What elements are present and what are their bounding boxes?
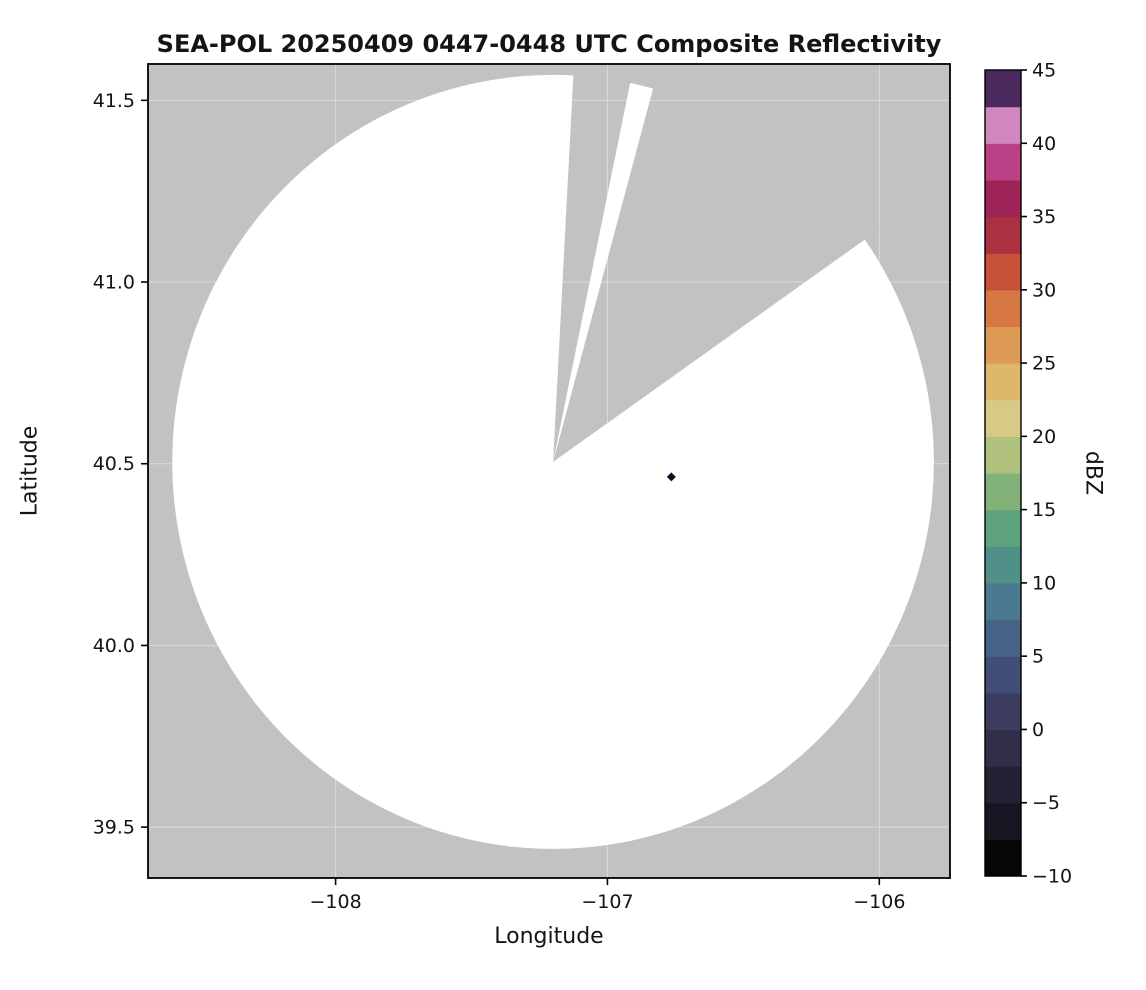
colorbar-tick-label: −5: [1032, 792, 1060, 814]
y-axis-tick-label: 41.5: [93, 90, 135, 112]
x-axis-tick-label: −106: [853, 891, 905, 913]
colorbar-bin: [985, 106, 1021, 144]
colorbar-tick-label: 35: [1032, 206, 1056, 228]
colorbar-tick-label: 10: [1032, 572, 1056, 594]
colorbar-bin: [985, 70, 1021, 108]
colorbar-bin: [985, 143, 1021, 181]
missing-data-sector: [553, 64, 635, 462]
colorbar-bin: [985, 363, 1021, 401]
colorbar-bin: [985, 619, 1021, 657]
colorbar-bin: [985, 582, 1021, 621]
colorbar-tick-label: 30: [1032, 279, 1056, 301]
colorbar-bin: [985, 729, 1021, 767]
colorbar-bin: [985, 473, 1021, 511]
colorbar-bin: [985, 436, 1021, 474]
y-axis-tick-label: 39.5: [93, 817, 135, 839]
x-axis-label: Longitude: [494, 924, 604, 949]
colorbar-tick-label: 45: [1032, 60, 1056, 82]
colorbar-tick-label: 20: [1032, 426, 1056, 448]
colorbar-bin: [985, 802, 1021, 840]
colorbar-bin: [985, 509, 1021, 547]
colorbar-frame: [984, 69, 1022, 877]
y-axis-tick-label: 40.5: [93, 453, 135, 475]
reflectivity-echo-marker: [666, 472, 676, 482]
colorbar-bin: [985, 656, 1021, 694]
colorbar-bin: [985, 326, 1021, 364]
colorbar-tick-label: 0: [1032, 719, 1044, 741]
x-axis-tick-label: −108: [309, 891, 361, 913]
colorbar-bin: [985, 766, 1021, 804]
colorbar-bin: [985, 289, 1021, 328]
y-axis-tick-label: 40.0: [93, 635, 135, 657]
colorbar-bin: [985, 253, 1021, 291]
colorbar-bin: [985, 692, 1021, 731]
colorbar-tick-label: 40: [1032, 133, 1056, 155]
x-axis-tick-label: −107: [581, 891, 633, 913]
colorbar-bin: [985, 216, 1021, 254]
colorbar-bin: [985, 839, 1021, 877]
y-axis-tick-label: 41.0: [93, 272, 135, 294]
colorbar-tick-label: 15: [1032, 499, 1056, 521]
colorbar-tick-label: −10: [1032, 866, 1072, 888]
colorbar-bin: [985, 179, 1021, 218]
colorbar-tick-label: 25: [1032, 353, 1056, 375]
chart-title: SEA-POL 20250409 0447-0448 UTC Composite…: [156, 30, 942, 58]
colorbar-bin: [985, 546, 1021, 584]
colorbar-tick-label: 5: [1032, 646, 1044, 668]
missing-data-sector: [553, 64, 950, 462]
plot-frame: [147, 63, 951, 879]
colorbar-bin: [985, 399, 1021, 437]
